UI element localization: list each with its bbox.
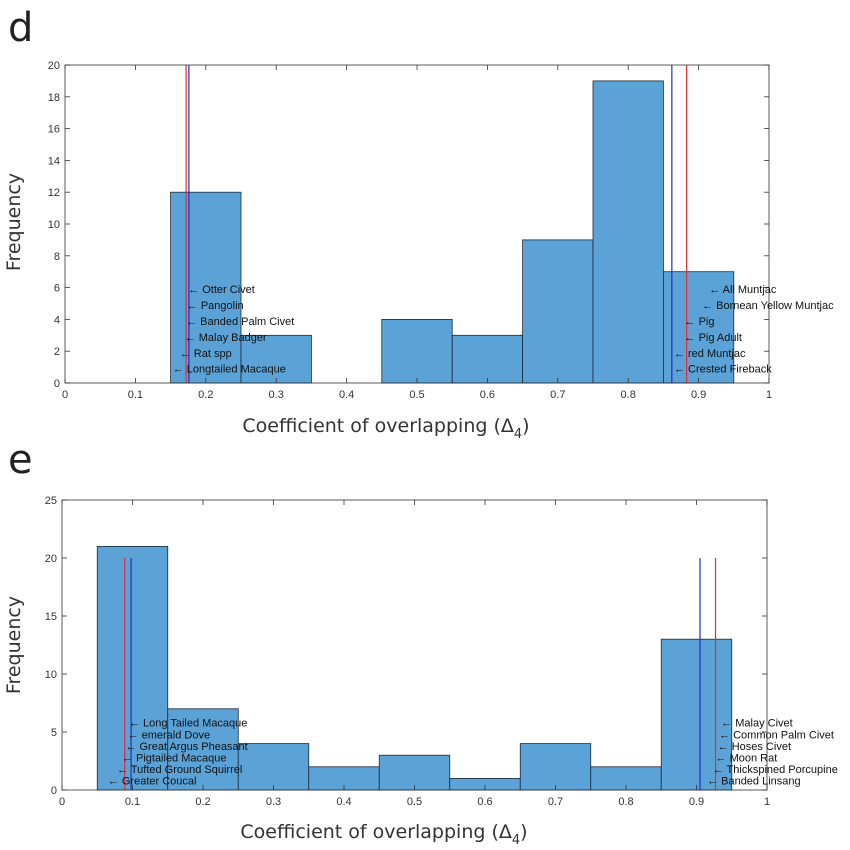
histogram-bar: [240, 334, 312, 384]
species-annotation: ← Pigtailed Macaque: [122, 753, 227, 765]
x-tick-label: 0.7: [548, 796, 563, 808]
x-axis-label: Coefficient of overlapping (Δ4): [242, 415, 529, 442]
y-tick-label: 16: [48, 124, 60, 136]
y-tick-label: 10: [45, 669, 57, 681]
panel-d: d 0 0.1 0.2 0.3 0.4 0.5 0.6 0.7 0.8 0.9 1024681012…: [3, 5, 834, 442]
species-annotation: ← Hoses Civet: [718, 741, 791, 753]
y-tick-label: 2: [54, 346, 60, 358]
x-tick-label: 0.5: [407, 796, 422, 808]
species-annotation: ← Malay Civet: [721, 718, 793, 730]
panel-letter: d: [8, 5, 33, 51]
histogram-bar: [660, 638, 733, 791]
histogram-bar: [592, 80, 664, 384]
histogram-e: 0 0.1 0.2 0.3 0.4 0.5 0.6 0.7 0.8 0.9 10510152025←…: [45, 495, 838, 808]
x-tick-label: 0.3: [269, 389, 284, 401]
x-axis-label-main: Coefficient of overlapping (Δ: [242, 415, 514, 437]
x-tick-label: 0.2: [198, 389, 213, 401]
histogram-bar: [451, 334, 524, 384]
histogram-bar: [237, 743, 310, 791]
x-tick-label: 0: [59, 796, 65, 808]
y-axis-label: Frequency: [3, 596, 25, 694]
x-tick-label: 0.2: [195, 796, 210, 808]
x-axis-label: Coefficient of overlapping (Δ4): [240, 821, 527, 848]
y-tick-label: 20: [48, 60, 60, 72]
species-annotation: ← Pig: [685, 316, 715, 328]
species-annotation: ← Long Tailed Macaque: [129, 718, 247, 730]
species-annotation: ← Longtailed Macaque: [173, 364, 286, 376]
histogram-d: 0 0.1 0.2 0.3 0.4 0.5 0.6 0.7 0.8 0.9 102468101214…: [48, 60, 834, 401]
species-annotation: ← Bornean Yellow Muntjac: [702, 300, 834, 312]
y-tick-label: 4: [54, 314, 60, 326]
species-annotation: ← Pangolin: [187, 300, 244, 312]
y-tick-label: 0: [54, 378, 60, 390]
y-tick-label: 5: [51, 727, 57, 739]
x-tick-label: 0.6: [480, 389, 495, 401]
y-tick-label: 25: [45, 495, 57, 507]
y-tick-label: 20: [45, 553, 57, 565]
species-annotation: ← Malay Badger: [185, 332, 267, 344]
x-tick-label: 1: [764, 796, 770, 808]
histogram-bar: [519, 743, 592, 791]
x-tick-label: 0.4: [339, 389, 354, 401]
x-tick-label: 0.8: [618, 796, 633, 808]
x-tick-label: 0.9: [691, 389, 706, 401]
x-tick-label: 1: [766, 389, 772, 401]
species-annotation: ← Greater Coucal: [108, 776, 197, 788]
species-annotation: ← Crested Fireback: [674, 364, 772, 376]
x-tick-label: 0.8: [621, 389, 636, 401]
species-annotation: ← Thickspined Porcupine: [713, 764, 838, 776]
histogram-bar: [170, 191, 242, 384]
species-annotation: ← Tufted Ground Squirrel: [117, 764, 242, 776]
panel-letter: e: [8, 437, 33, 483]
y-tick-label: 0: [51, 785, 57, 797]
species-annotation: ← Moon Rat: [716, 753, 778, 765]
species-annotation: ← Rat spp: [180, 348, 232, 360]
histogram-bar: [381, 318, 453, 384]
x-axis-label-main: Coefficient of overlapping (Δ: [240, 821, 512, 843]
species-annotation: ← Great Argus Pheasant: [125, 741, 247, 753]
x-tick-label: 0.3: [266, 796, 281, 808]
y-tick-label: 10: [48, 219, 60, 231]
species-annotation: ← All Muntjac: [709, 284, 777, 296]
y-tick-label: 18: [48, 92, 60, 104]
x-tick-label: 0.1: [128, 389, 143, 401]
x-axis-label-close: ): [520, 821, 527, 843]
x-axis-label-subscript: 4: [512, 833, 520, 848]
species-annotation: ← Banded Linsang: [707, 776, 801, 788]
species-annotation: ← Pig Adult: [685, 332, 742, 344]
histogram-bar: [522, 239, 594, 384]
x-tick-label: 0.4: [336, 796, 351, 808]
x-tick-label: 0: [62, 389, 68, 401]
x-tick-label: 0.6: [477, 796, 492, 808]
species-annotation: ← red Muntjac: [674, 348, 746, 360]
x-tick-label: 0.9: [689, 796, 704, 808]
y-tick-label: 6: [54, 283, 60, 295]
x-axis-label-subscript: 4: [514, 427, 522, 442]
x-axis-label-close: ): [522, 415, 529, 437]
histogram-bar: [378, 754, 451, 791]
histogram-bar: [96, 546, 169, 791]
species-annotation: ← Common Palm Civet: [719, 729, 834, 741]
y-tick-label: 14: [48, 155, 60, 167]
x-tick-label: 0.7: [550, 389, 565, 401]
y-tick-label: 15: [45, 611, 57, 623]
species-annotation: ← Otter Civet: [188, 284, 255, 296]
y-axis-label: Frequency: [3, 173, 25, 271]
y-tick-label: 12: [48, 187, 60, 199]
species-annotation: ← Banded Palm Civet: [186, 316, 294, 328]
histogram-bar: [663, 271, 735, 384]
y-tick-label: 8: [54, 251, 60, 263]
x-tick-label: 0.1: [125, 796, 140, 808]
panel-e: e 0 0.1 0.2 0.3 0.4 0.5 0.6 0.7 0.8 0.9 1051015202…: [3, 437, 838, 848]
species-annotation: ← emerald Dove: [128, 729, 211, 741]
x-tick-label: 0.5: [409, 389, 424, 401]
